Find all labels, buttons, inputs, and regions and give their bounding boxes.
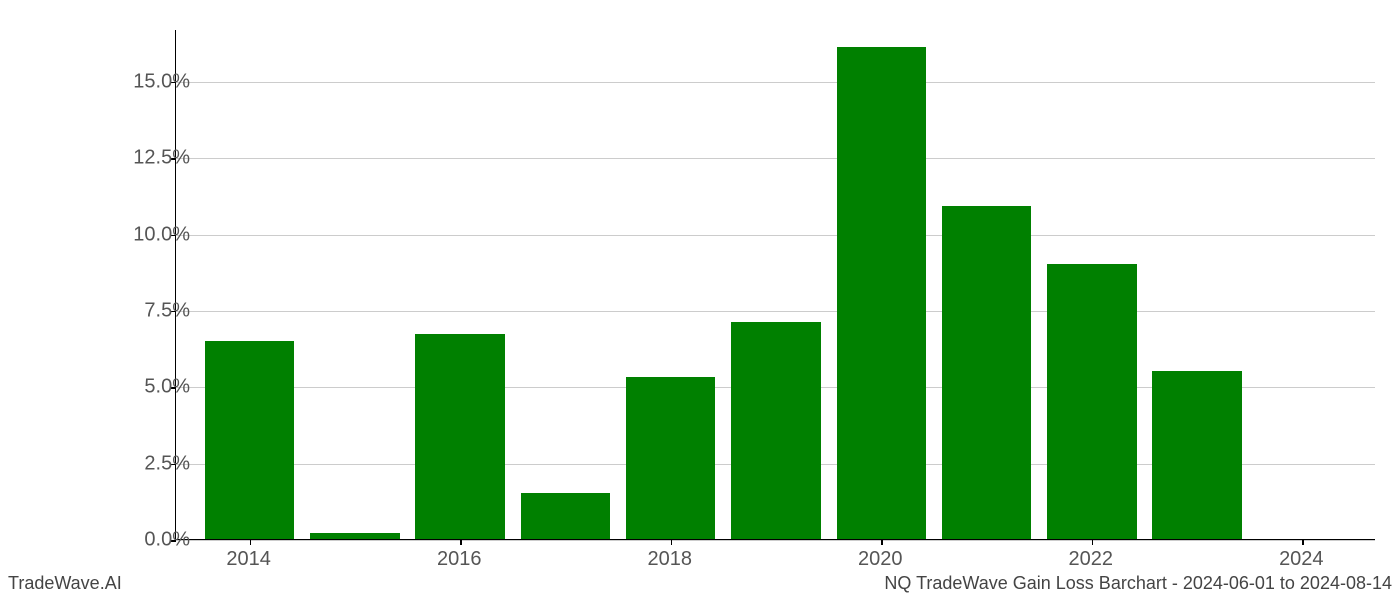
bar	[521, 493, 610, 539]
xtick-label: 2014	[226, 548, 271, 571]
xtick-label: 2024	[1279, 548, 1324, 571]
ytick-label: 5.0%	[90, 376, 190, 399]
xtick-label: 2018	[647, 548, 692, 571]
footer-left-label: TradeWave.AI	[8, 573, 122, 594]
xtick-mark	[1092, 539, 1094, 545]
bar	[310, 533, 399, 539]
bar	[415, 334, 504, 539]
gridline	[176, 235, 1375, 236]
bar	[731, 322, 820, 539]
xtick-mark	[460, 539, 462, 545]
gridline	[176, 158, 1375, 159]
gridline	[176, 82, 1375, 83]
xtick-mark	[671, 539, 673, 545]
ytick-label: 10.0%	[90, 223, 190, 246]
xtick-mark	[881, 539, 883, 545]
ytick-label: 0.0%	[90, 529, 190, 552]
footer-right-label: NQ TradeWave Gain Loss Barchart - 2024-0…	[884, 573, 1392, 594]
bar	[942, 206, 1031, 539]
gridline	[176, 311, 1375, 312]
bar	[1047, 264, 1136, 539]
xtick-mark	[250, 539, 252, 545]
xtick-label: 2020	[858, 548, 903, 571]
chart-container	[175, 30, 1375, 540]
plot-area	[175, 30, 1375, 540]
ytick-label: 15.0%	[90, 70, 190, 93]
xtick-mark	[1302, 539, 1304, 545]
bar	[205, 341, 294, 540]
xtick-label: 2022	[1069, 548, 1114, 571]
ytick-label: 12.5%	[90, 147, 190, 170]
ytick-label: 2.5%	[90, 452, 190, 475]
bar	[1152, 371, 1241, 539]
ytick-label: 7.5%	[90, 299, 190, 322]
bar	[626, 377, 715, 539]
xtick-label: 2016	[437, 548, 482, 571]
gridline	[176, 540, 1375, 541]
bar	[837, 47, 926, 539]
